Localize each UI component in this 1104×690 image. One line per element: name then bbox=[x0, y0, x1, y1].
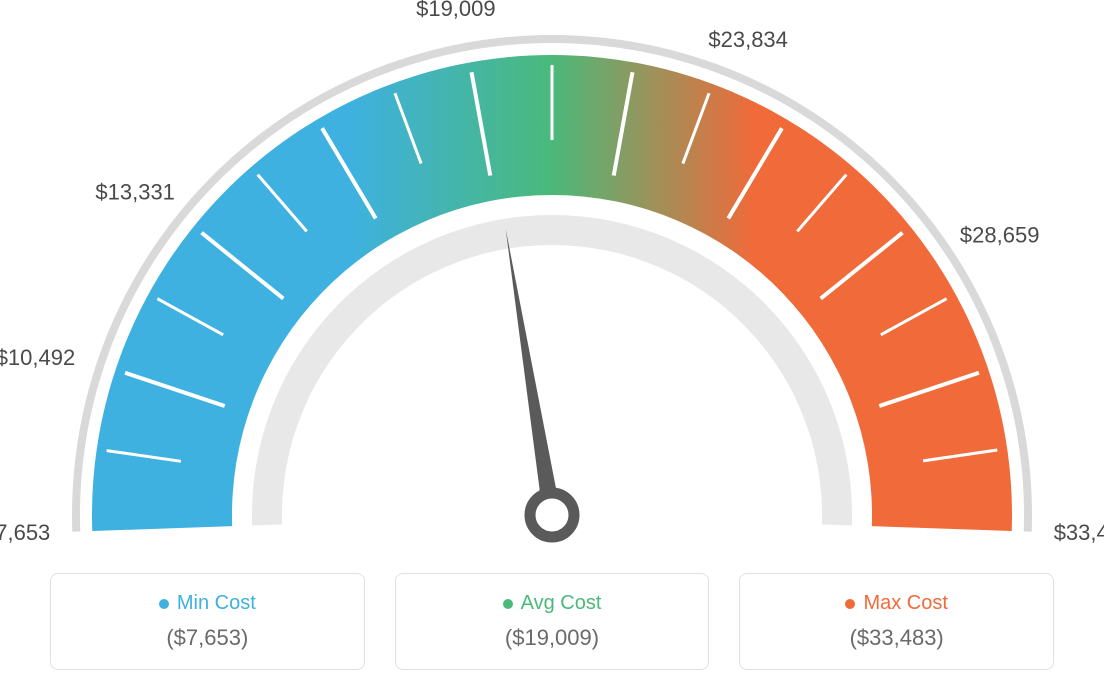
legend-row: Min Cost ($7,653) Avg Cost ($19,009) Max… bbox=[0, 573, 1104, 670]
legend-label: Avg Cost bbox=[521, 592, 602, 615]
dot-icon bbox=[845, 599, 855, 609]
scale-label: $23,834 bbox=[708, 27, 788, 53]
scale-label: $28,659 bbox=[960, 223, 1040, 249]
legend-value-max: ($33,483) bbox=[750, 625, 1043, 651]
legend-value-avg: ($19,009) bbox=[406, 625, 699, 651]
scale-label: $13,331 bbox=[95, 179, 175, 205]
gauge-svg bbox=[0, 0, 1104, 560]
gauge-chart: $7,653 $10,492 $13,331 $19,009 $23,834 $28,65… bbox=[0, 0, 1104, 560]
scale-label: $33,483 bbox=[1054, 520, 1104, 546]
scale-label: $10,492 bbox=[0, 345, 75, 371]
dot-icon bbox=[159, 599, 169, 609]
scale-label: $7,653 bbox=[0, 520, 50, 546]
legend-value-min: ($7,653) bbox=[61, 625, 354, 651]
dot-icon bbox=[503, 599, 513, 609]
legend-title-min: Min Cost bbox=[61, 592, 354, 615]
scale-label: $19,009 bbox=[416, 0, 496, 22]
legend-card-max: Max Cost ($33,483) bbox=[739, 573, 1054, 670]
legend-card-avg: Avg Cost ($19,009) bbox=[395, 573, 710, 670]
legend-title-avg: Avg Cost bbox=[406, 592, 699, 615]
legend-title-max: Max Cost bbox=[750, 592, 1043, 615]
legend-label: Max Cost bbox=[863, 592, 947, 615]
legend-card-min: Min Cost ($7,653) bbox=[50, 573, 365, 670]
legend-label: Min Cost bbox=[177, 592, 256, 615]
